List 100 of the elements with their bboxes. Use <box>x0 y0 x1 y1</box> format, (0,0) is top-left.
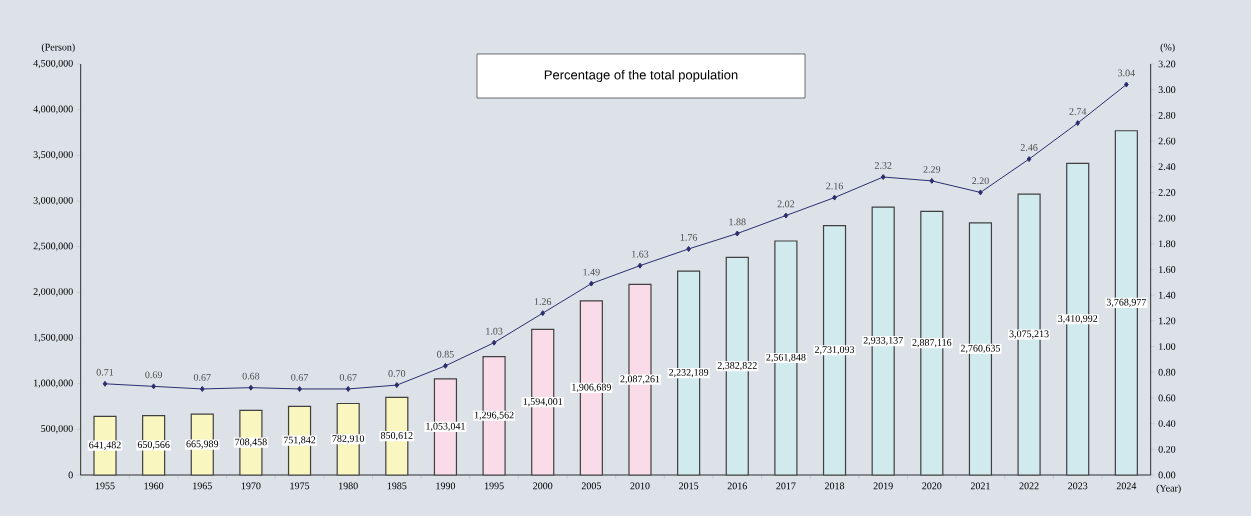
data-label: 2.74 <box>1069 108 1087 115</box>
data-label: 0.70 <box>388 370 406 377</box>
x-tick-label: 2023 <box>1068 482 1088 490</box>
data-label: 2.16 <box>826 182 843 190</box>
data-label: 2,382,822 <box>717 362 757 371</box>
data-label: 641,482 <box>89 441 121 450</box>
point <box>102 380 108 387</box>
point <box>1123 81 1129 88</box>
x-tick-label: 2015 <box>679 482 699 490</box>
y-tick-label: 4,000,000 <box>33 105 73 114</box>
y2-tick-label: 0.40 <box>1158 420 1176 428</box>
x-tick-label: 2021 <box>970 482 990 490</box>
data-label: 0.67 <box>291 373 309 381</box>
data-label: 708,458 <box>235 438 267 447</box>
y2-tick-label: 1.60 <box>1159 266 1176 273</box>
data-label: 2,561,848 <box>766 353 806 363</box>
data-label: 0.68 <box>242 372 260 380</box>
data-label: 1.63 <box>632 250 649 258</box>
point <box>637 262 643 269</box>
point <box>880 174 886 181</box>
data-label: 0.71 <box>96 368 114 376</box>
y2-tick-label: 1.80 <box>1159 240 1176 248</box>
x-tick-label: 2000 <box>533 482 553 490</box>
data-label: 1.88 <box>729 218 746 226</box>
x-tick-label: 1990 <box>436 482 456 490</box>
data-label: 1.03 <box>486 327 503 335</box>
y2-tick-label: 2.60 <box>1158 137 1176 145</box>
data-label: 0.69 <box>145 371 162 379</box>
x-tick-label: 1975 <box>290 482 310 490</box>
data-label: 650,566 <box>137 441 170 450</box>
data-label: 1,594,001 <box>523 398 563 407</box>
x-tick-label: 1960 <box>144 482 164 490</box>
data-label: 2.46 <box>1020 144 1038 151</box>
point <box>345 385 351 392</box>
data-label: 2,232,189 <box>669 368 709 378</box>
point <box>297 385 302 392</box>
point <box>394 382 400 389</box>
data-label: 2.02 <box>777 200 795 208</box>
data-label: 2.20 <box>972 177 989 185</box>
data-label: 2,760,635 <box>960 344 1001 354</box>
y2-tick-label: 2.80 <box>1158 111 1176 119</box>
x-tick-label: 1955 <box>95 482 115 490</box>
data-label: 2,087,261 <box>620 375 660 384</box>
annotation: Percentage of the total population <box>544 69 738 83</box>
data-label: 0.85 <box>437 350 454 358</box>
x-tick-label: 1980 <box>339 482 358 490</box>
y-tick-label: 2,000,000 <box>33 288 73 297</box>
data-label: 3,075,213 <box>1009 330 1049 339</box>
point <box>686 245 691 252</box>
y2-tick-label: 2.20 <box>1158 189 1176 196</box>
x-tick-label: 1970 <box>241 482 261 490</box>
data-label: 1.49 <box>583 268 600 276</box>
data-label: 2,933,137 <box>863 336 903 346</box>
x-tick-label: 2005 <box>581 482 601 490</box>
point <box>1075 120 1081 127</box>
y-tick-label: 0 <box>68 471 73 479</box>
y2-axis-title: (%) <box>1160 43 1175 53</box>
point <box>588 280 594 287</box>
y-tick-label: 3,000,000 <box>33 196 73 206</box>
y2-tick-label: 0.20 <box>1158 445 1176 453</box>
y-tick-label: 1,500,000 <box>34 333 73 343</box>
y2-tick-label: 3.20 <box>1158 60 1176 68</box>
x-tick-label: 2010 <box>630 482 650 490</box>
data-label: 3,768,977 <box>1106 298 1147 307</box>
data-label: 2.29 <box>923 165 941 173</box>
data-label: 782,910 <box>332 435 365 444</box>
y-tick-label: 3,500,000 <box>33 151 73 160</box>
data-label: 1,906,689 <box>572 383 611 393</box>
point <box>978 189 983 196</box>
point <box>734 230 740 237</box>
data-label: 1,053,041 <box>426 422 465 431</box>
y2-tick-label: 2.40 <box>1158 163 1176 171</box>
point <box>151 383 156 390</box>
data-label: 0.67 <box>193 373 211 381</box>
data-label: 3,410,992 <box>1058 315 1098 324</box>
y2-tick-label: 2.00 <box>1158 214 1176 222</box>
y-tick-label: 2,500,000 <box>33 242 73 251</box>
y-tick-label: 4,500,000 <box>33 59 73 69</box>
data-label: 3.04 <box>1118 69 1135 77</box>
x-tick-label: 1965 <box>193 482 212 490</box>
point <box>491 339 497 346</box>
data-label: 0.67 <box>339 373 357 381</box>
data-label: 751,842 <box>283 436 316 445</box>
point <box>199 385 205 392</box>
point <box>929 177 935 184</box>
x-tick-label: 2016 <box>727 482 747 490</box>
x-tick-label: 2017 <box>776 482 796 490</box>
data-label: 1,296,562 <box>474 411 514 420</box>
x-tick-label: 1995 <box>484 482 504 490</box>
y2-tick-label: 0.60 <box>1158 394 1176 402</box>
x-tick-label: 2020 <box>922 482 942 490</box>
x-tick-label: 2018 <box>824 482 845 490</box>
y-axis-title: (Person) <box>41 43 75 53</box>
x-axis-title: (Year) <box>1156 484 1181 494</box>
y-tick-label: 500,000 <box>41 425 73 434</box>
point <box>1026 156 1032 163</box>
y2-tick-label: 0.00 <box>1158 471 1176 479</box>
point <box>248 384 254 391</box>
data-label: 665,989 <box>186 440 219 449</box>
y2-tick-label: 0.80 <box>1158 368 1176 376</box>
